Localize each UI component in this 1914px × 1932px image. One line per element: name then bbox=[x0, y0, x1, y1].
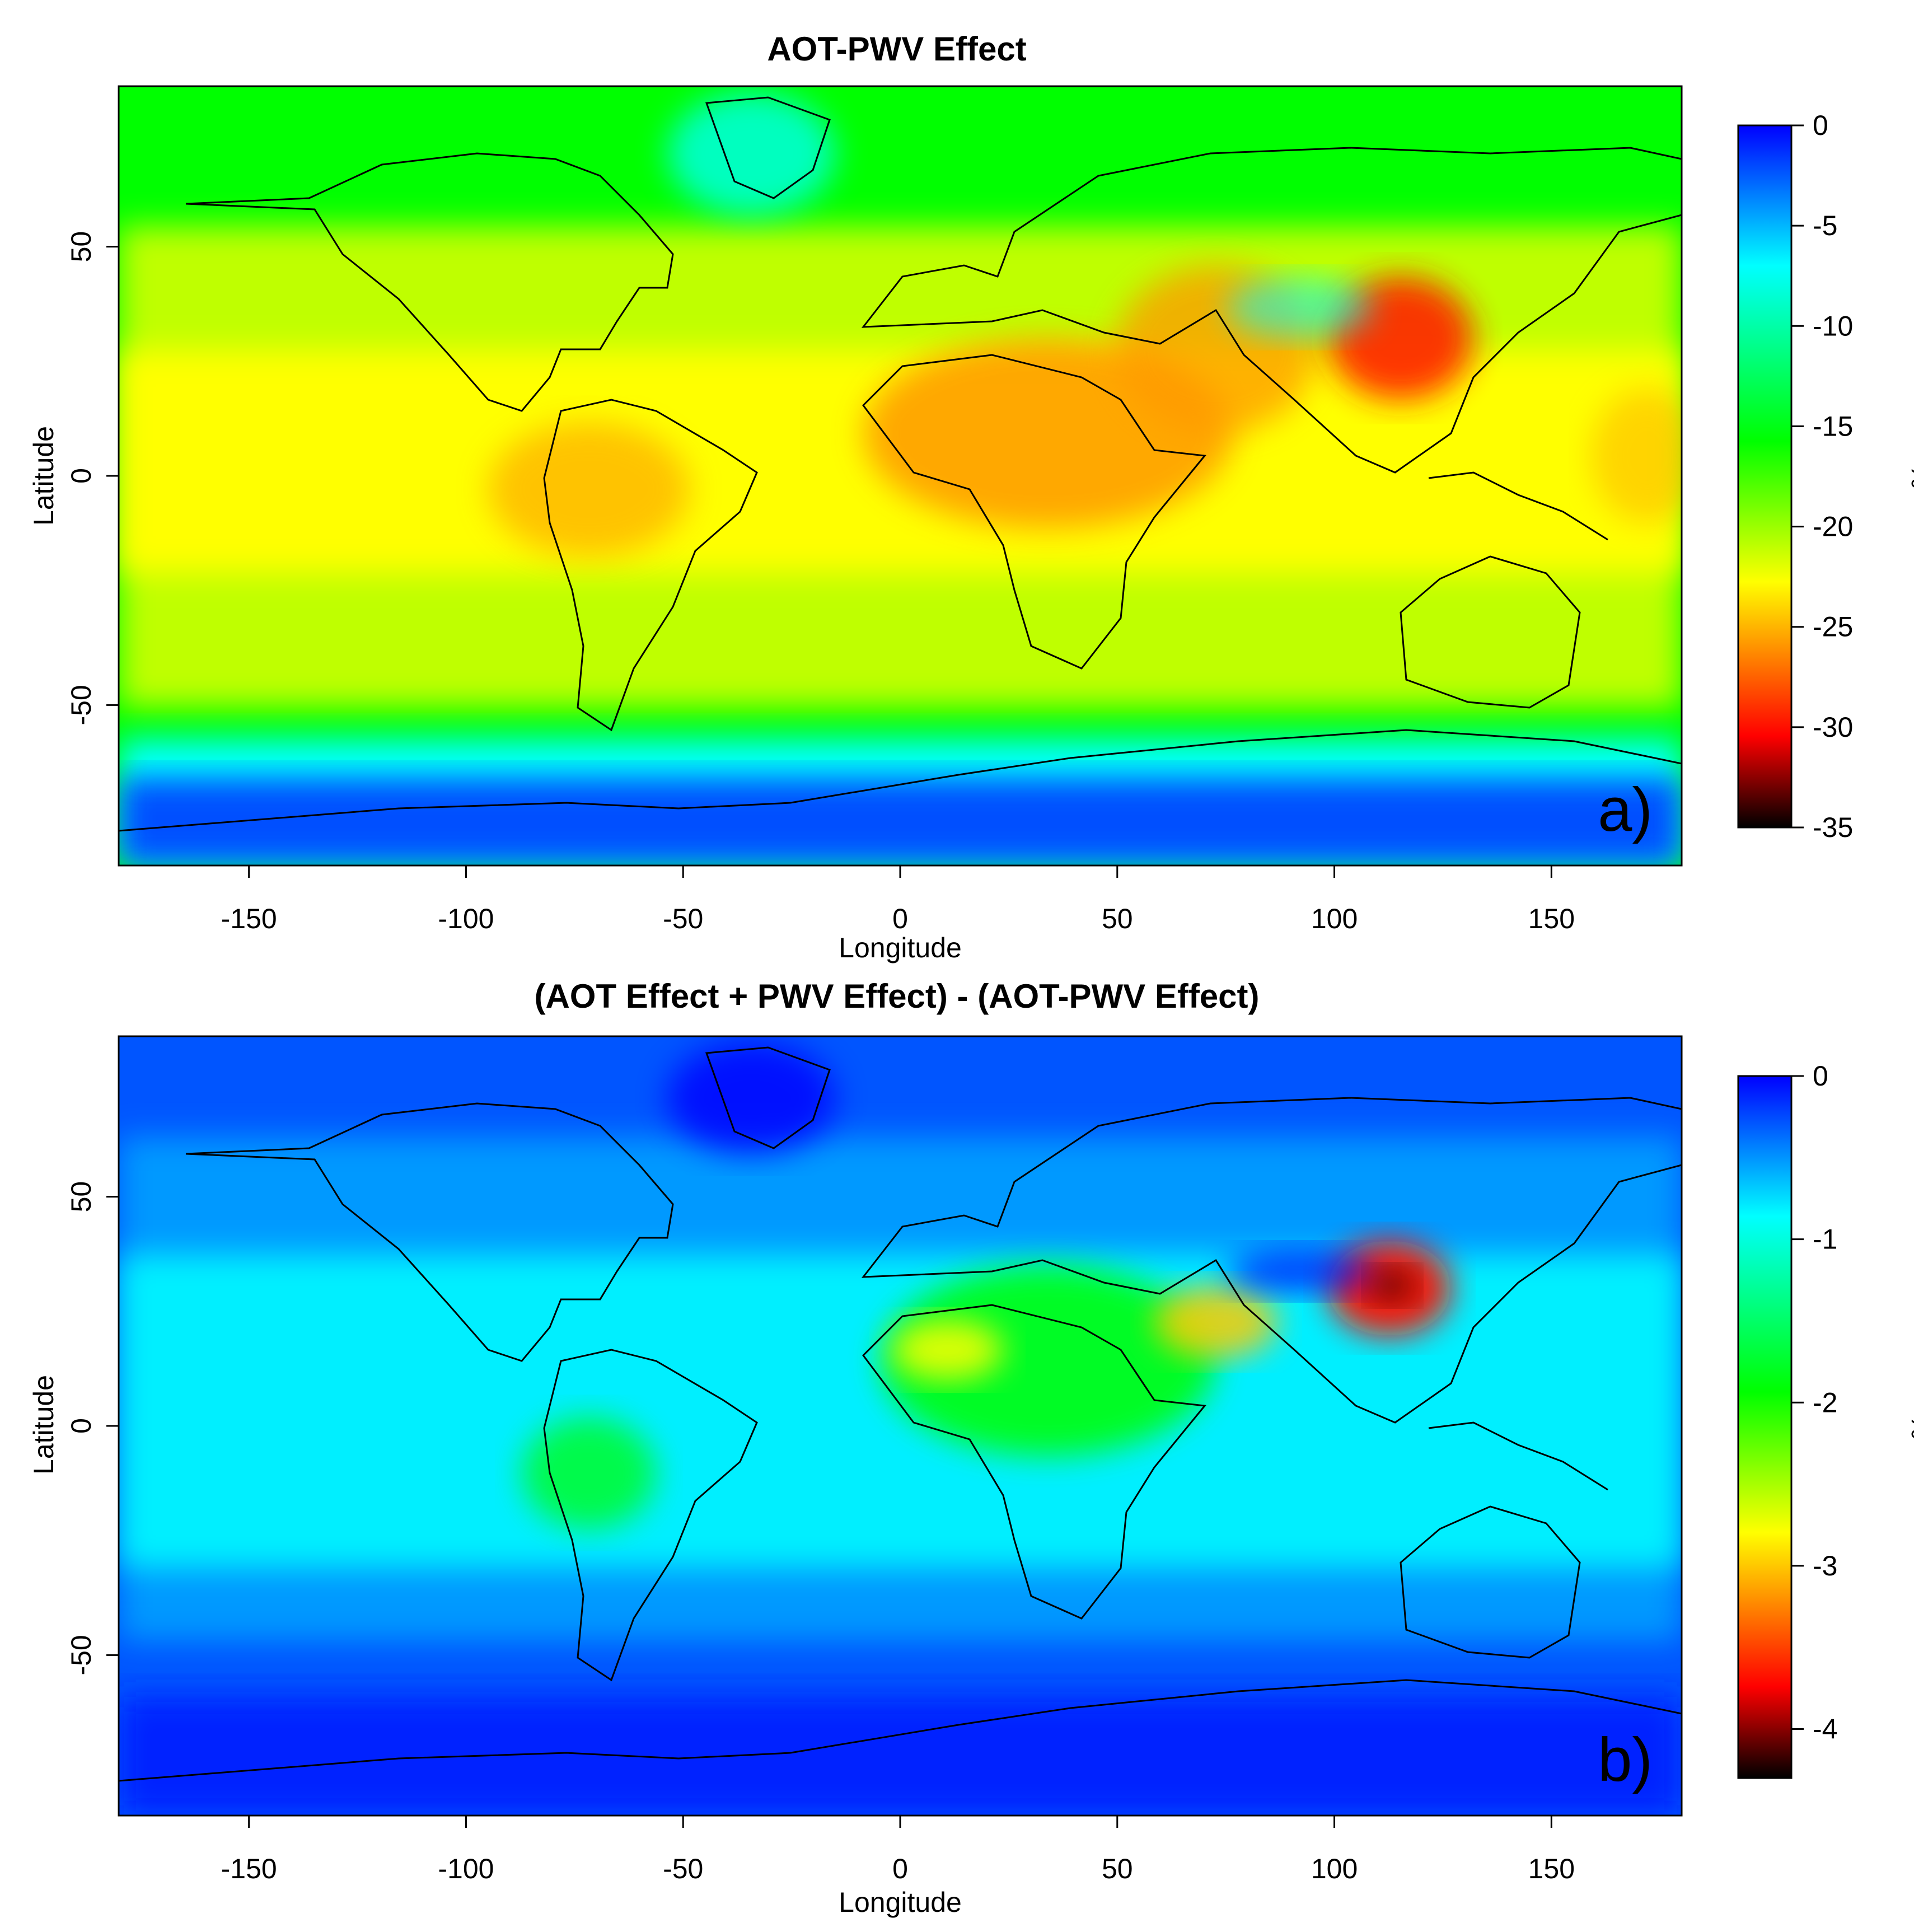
panel-b-y-tick-label: -50 bbox=[65, 1635, 97, 1675]
panel-a-colorbar-tick-label: 0 bbox=[1813, 110, 1828, 141]
panel-b-x-ticks: -150 -100 -50 0 50 100 150 bbox=[221, 1816, 1575, 1884]
panel-b-letter: b) bbox=[1598, 1725, 1653, 1794]
panel-a-colorbar-tick-label: -25 bbox=[1813, 611, 1853, 643]
panel-b-title: (AOT Effect + PWV Effect) - (AOT-PWV Eff… bbox=[534, 977, 1259, 1015]
panel-b-x-tick-label: 100 bbox=[1311, 1853, 1358, 1884]
panel-b: (AOT Effect + PWV Effect) - (AOT-PWV Eff… bbox=[28, 977, 1914, 1918]
panel-a-colorbar-tick-label: -5 bbox=[1813, 210, 1837, 241]
panel-b-colorbar-tick-label: -4 bbox=[1813, 1714, 1837, 1745]
panel-a: AOT-PWV Effect bbox=[28, 30, 1914, 963]
panel-a-ylabel: Latitude bbox=[28, 426, 59, 526]
panel-b-y-tick-label: 0 bbox=[65, 1418, 97, 1434]
panel-b-x-tick-label: 50 bbox=[1102, 1853, 1133, 1884]
panel-b-coastlines bbox=[119, 1046, 1682, 1782]
panel-b-x-tick-label: 150 bbox=[1528, 1853, 1575, 1884]
panel-a-colorbar-tick-label: -20 bbox=[1813, 511, 1853, 542]
panel-a-plot: a) -150 -100 -50 0 50 100 150 50 0 -50 bbox=[65, 85, 1683, 934]
panel-a-colorbar-unit: % bbox=[1906, 464, 1914, 489]
panel-b-y-tick-label: 50 bbox=[65, 1181, 97, 1213]
panel-a-x-ticks: -150 -100 -50 0 50 100 150 bbox=[221, 866, 1575, 934]
panel-b-ylabel: Latitude bbox=[28, 1375, 59, 1475]
panel-a-xlabel: Longitude bbox=[839, 932, 962, 963]
panel-a-x-tick-label: 0 bbox=[892, 903, 908, 934]
panel-b-colorbar-tick-label: 0 bbox=[1813, 1060, 1828, 1092]
panel-b-y-ticks: 50 0 -50 bbox=[65, 1181, 119, 1676]
panel-a-y-tick-label: 50 bbox=[65, 231, 97, 263]
panel-b-heatmap bbox=[119, 1036, 1682, 1816]
panel-a-colorbar-scale bbox=[1737, 124, 1793, 829]
panel-a-x-tick-label: 100 bbox=[1311, 903, 1358, 934]
panel-a-x-tick-label: 50 bbox=[1102, 903, 1133, 934]
panel-b-plot: b) -150 -100 -50 0 50 100 150 50 0 -50 bbox=[65, 1035, 1683, 1884]
panel-b-x-tick-label: 0 bbox=[892, 1853, 908, 1884]
panel-a-colorbar-tick-label: -35 bbox=[1813, 812, 1853, 843]
panel-b-map: b) bbox=[119, 1036, 1682, 1816]
panel-b-colorbar-ticks: 0 -1 -2 -3 -4 bbox=[1791, 1060, 1837, 1745]
panel-a-coastlines bbox=[119, 96, 1682, 832]
panel-b-x-tick-label: -150 bbox=[221, 1853, 277, 1884]
panel-b-colorbar-tick-label: -2 bbox=[1813, 1387, 1837, 1418]
panel-b-colorbar: 0 -1 -2 -3 -4 % bbox=[1737, 1060, 1914, 1779]
panel-a-colorbar-tick-label: -30 bbox=[1813, 712, 1853, 743]
panel-a-colorbar-tick-label: -10 bbox=[1813, 310, 1853, 342]
panel-a-y-tick-label: -50 bbox=[65, 685, 97, 725]
panel-a-x-tick-label: 150 bbox=[1528, 903, 1575, 934]
panel-a-heatmap bbox=[119, 86, 1682, 866]
panel-a-x-tick-label: -50 bbox=[663, 903, 703, 934]
panel-b-xlabel: Longitude bbox=[839, 1887, 962, 1918]
panel-b-colorbar-tick-label: -1 bbox=[1813, 1224, 1837, 1255]
panel-b-x-tick-label: -50 bbox=[663, 1853, 703, 1884]
panel-a-x-tick-label: -150 bbox=[221, 903, 277, 934]
panel-b-x-tick-label: -100 bbox=[438, 1853, 494, 1884]
panel-a-y-ticks: 50 0 -50 bbox=[65, 231, 119, 726]
panel-a-y-tick-label: 0 bbox=[65, 468, 97, 484]
panel-a-title: AOT-PWV Effect bbox=[767, 30, 1026, 68]
panel-a-x-tick-label: -100 bbox=[438, 903, 494, 934]
panel-a-letter: a) bbox=[1598, 775, 1653, 844]
panel-b-colorbar-scale bbox=[1737, 1075, 1793, 1779]
panel-a-colorbar: 0 -5 -10 -15 -20 -25 -30 -35 % bbox=[1737, 110, 1914, 843]
panel-b-colorbar-unit: % bbox=[1906, 1415, 1914, 1439]
panel-b-colorbar-tick-label: -3 bbox=[1813, 1550, 1837, 1582]
panel-a-map: a) bbox=[119, 86, 1682, 866]
panel-a-colorbar-tick-label: -15 bbox=[1813, 410, 1853, 442]
panel-a-colorbar-ticks: 0 -5 -10 -15 -20 -25 -30 -35 bbox=[1791, 110, 1853, 843]
